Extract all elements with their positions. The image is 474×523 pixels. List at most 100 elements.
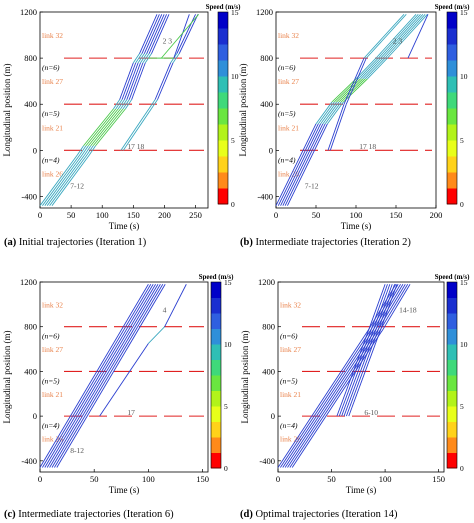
trajectory-second bbox=[178, 14, 199, 54]
vehicle-label: 2 3 bbox=[393, 36, 403, 45]
colorbar-segment bbox=[447, 328, 457, 345]
trajectory-main bbox=[277, 123, 319, 206]
colorbar-tick-label: 0 bbox=[460, 464, 464, 473]
trajectory-main bbox=[44, 284, 154, 468]
colorbar-segment bbox=[447, 344, 457, 360]
trajectory-main bbox=[51, 284, 161, 468]
trajectory-second bbox=[380, 284, 398, 330]
n-label: (n=4) bbox=[42, 155, 60, 164]
plot-frame bbox=[277, 281, 445, 473]
link-label: link 26 bbox=[42, 169, 63, 178]
colorbar-segment bbox=[218, 76, 228, 93]
colorbar-tick-label: 5 bbox=[460, 136, 464, 145]
trajectory-second bbox=[345, 328, 379, 417]
vehicle-label: 7-12 bbox=[70, 181, 84, 190]
y-tick-label: 800 bbox=[262, 322, 275, 332]
colorbar-segment bbox=[218, 12, 228, 29]
trajectory-second bbox=[368, 284, 386, 330]
link-label: link 32 bbox=[278, 31, 299, 40]
x-tick-label: 100 bbox=[96, 210, 109, 220]
caption-letter-b: (b) bbox=[240, 237, 253, 248]
colorbar-segment bbox=[447, 92, 457, 109]
colorbar-segment bbox=[211, 375, 221, 391]
trajectory-main bbox=[378, 284, 406, 330]
x-tick-label: 150 bbox=[432, 474, 445, 484]
x-tick-label: 50 bbox=[312, 210, 321, 220]
colorbar-tick-label: 15 bbox=[231, 8, 239, 17]
colorbar-segment bbox=[211, 313, 221, 329]
x-axis-label: Time (s) bbox=[109, 221, 139, 231]
colorbar-tick-label: 0 bbox=[231, 200, 235, 209]
y-tick-label: 800 bbox=[24, 53, 37, 63]
trajectory-main bbox=[135, 53, 143, 63]
trajectory-main bbox=[315, 101, 333, 125]
trajectory-main bbox=[88, 145, 96, 156]
x-tick-label: 150 bbox=[390, 210, 403, 220]
trajectory-main bbox=[85, 108, 117, 147]
trajectory-main bbox=[375, 14, 417, 59]
y-axis-label: Longitudinal position (m) bbox=[2, 331, 12, 424]
y-tick-label: 400 bbox=[24, 99, 37, 109]
colorbar-segment bbox=[447, 390, 457, 407]
trajectory-main bbox=[324, 101, 342, 125]
trajectory-main bbox=[275, 123, 317, 206]
trajectory-main bbox=[56, 284, 166, 468]
trajectory-main bbox=[117, 99, 125, 110]
trajectory-main bbox=[148, 14, 167, 54]
colorbar-segment bbox=[447, 76, 457, 93]
n-label: (n=5) bbox=[42, 376, 60, 385]
trajectory-second bbox=[338, 328, 372, 417]
link-label: link 21 bbox=[278, 123, 299, 132]
vehicle-label: 14-18 bbox=[399, 305, 417, 314]
caption-c: (c) Intermediate trajectories (Iteration… bbox=[4, 509, 174, 520]
colorbar-title: Speed (m/s) bbox=[435, 273, 470, 281]
y-axis-label: Longitudinal position (m) bbox=[2, 64, 12, 157]
vehicle-label: 17 bbox=[127, 408, 135, 417]
trajectory-main bbox=[86, 145, 94, 156]
n-label: (n=5) bbox=[42, 109, 60, 118]
colorbar-segment bbox=[211, 344, 221, 360]
trajectory-second bbox=[375, 284, 393, 330]
link-label: link 21 bbox=[280, 390, 301, 399]
colorbar-title: Speed (m/s) bbox=[199, 273, 234, 281]
trajectory-second bbox=[345, 57, 367, 105]
trajectory-main bbox=[343, 78, 368, 103]
trajectory-main bbox=[95, 108, 126, 147]
trajectory-main bbox=[333, 78, 359, 103]
colorbar-tick-label: 10 bbox=[224, 340, 232, 349]
n-label: (n=6) bbox=[42, 332, 60, 341]
colorbar-segment bbox=[218, 156, 228, 173]
x-tick-label: 0 bbox=[276, 474, 280, 484]
trajectory-lead bbox=[407, 14, 429, 59]
colorbar-segment bbox=[447, 44, 457, 61]
trajectory-main bbox=[83, 108, 114, 147]
x-tick-label: 200 bbox=[158, 210, 171, 220]
colorbar-segment bbox=[447, 421, 457, 438]
trajectory-main bbox=[380, 284, 409, 330]
plot-frame bbox=[275, 11, 437, 209]
trajectory-main bbox=[327, 101, 344, 125]
colorbar-tick-label: 5 bbox=[224, 402, 228, 411]
caption-letter-c: (c) bbox=[4, 509, 16, 520]
trajectory-main bbox=[126, 62, 141, 100]
trajectory-main bbox=[132, 53, 140, 63]
trajectory-main bbox=[120, 99, 128, 110]
trajectory-main bbox=[382, 284, 411, 330]
link-label: link 26 bbox=[42, 434, 63, 443]
trajectory-main bbox=[39, 284, 149, 468]
vehicle-label: 6-10 bbox=[364, 408, 378, 417]
trajectory-second bbox=[154, 62, 172, 100]
vehicle-label: 8-12 bbox=[70, 446, 84, 455]
trajectory-main bbox=[42, 154, 81, 206]
trajectory-main bbox=[340, 78, 366, 103]
trajectory-second bbox=[120, 108, 150, 151]
colorbar-segment bbox=[218, 60, 228, 77]
trajectory-main bbox=[131, 62, 146, 100]
colorbar-tick-label: 0 bbox=[460, 200, 464, 209]
colorbar-tick-label: 15 bbox=[460, 278, 468, 287]
colorbar-segment bbox=[447, 297, 457, 314]
trajectory-main bbox=[282, 328, 375, 468]
trajectory-second bbox=[164, 284, 187, 327]
